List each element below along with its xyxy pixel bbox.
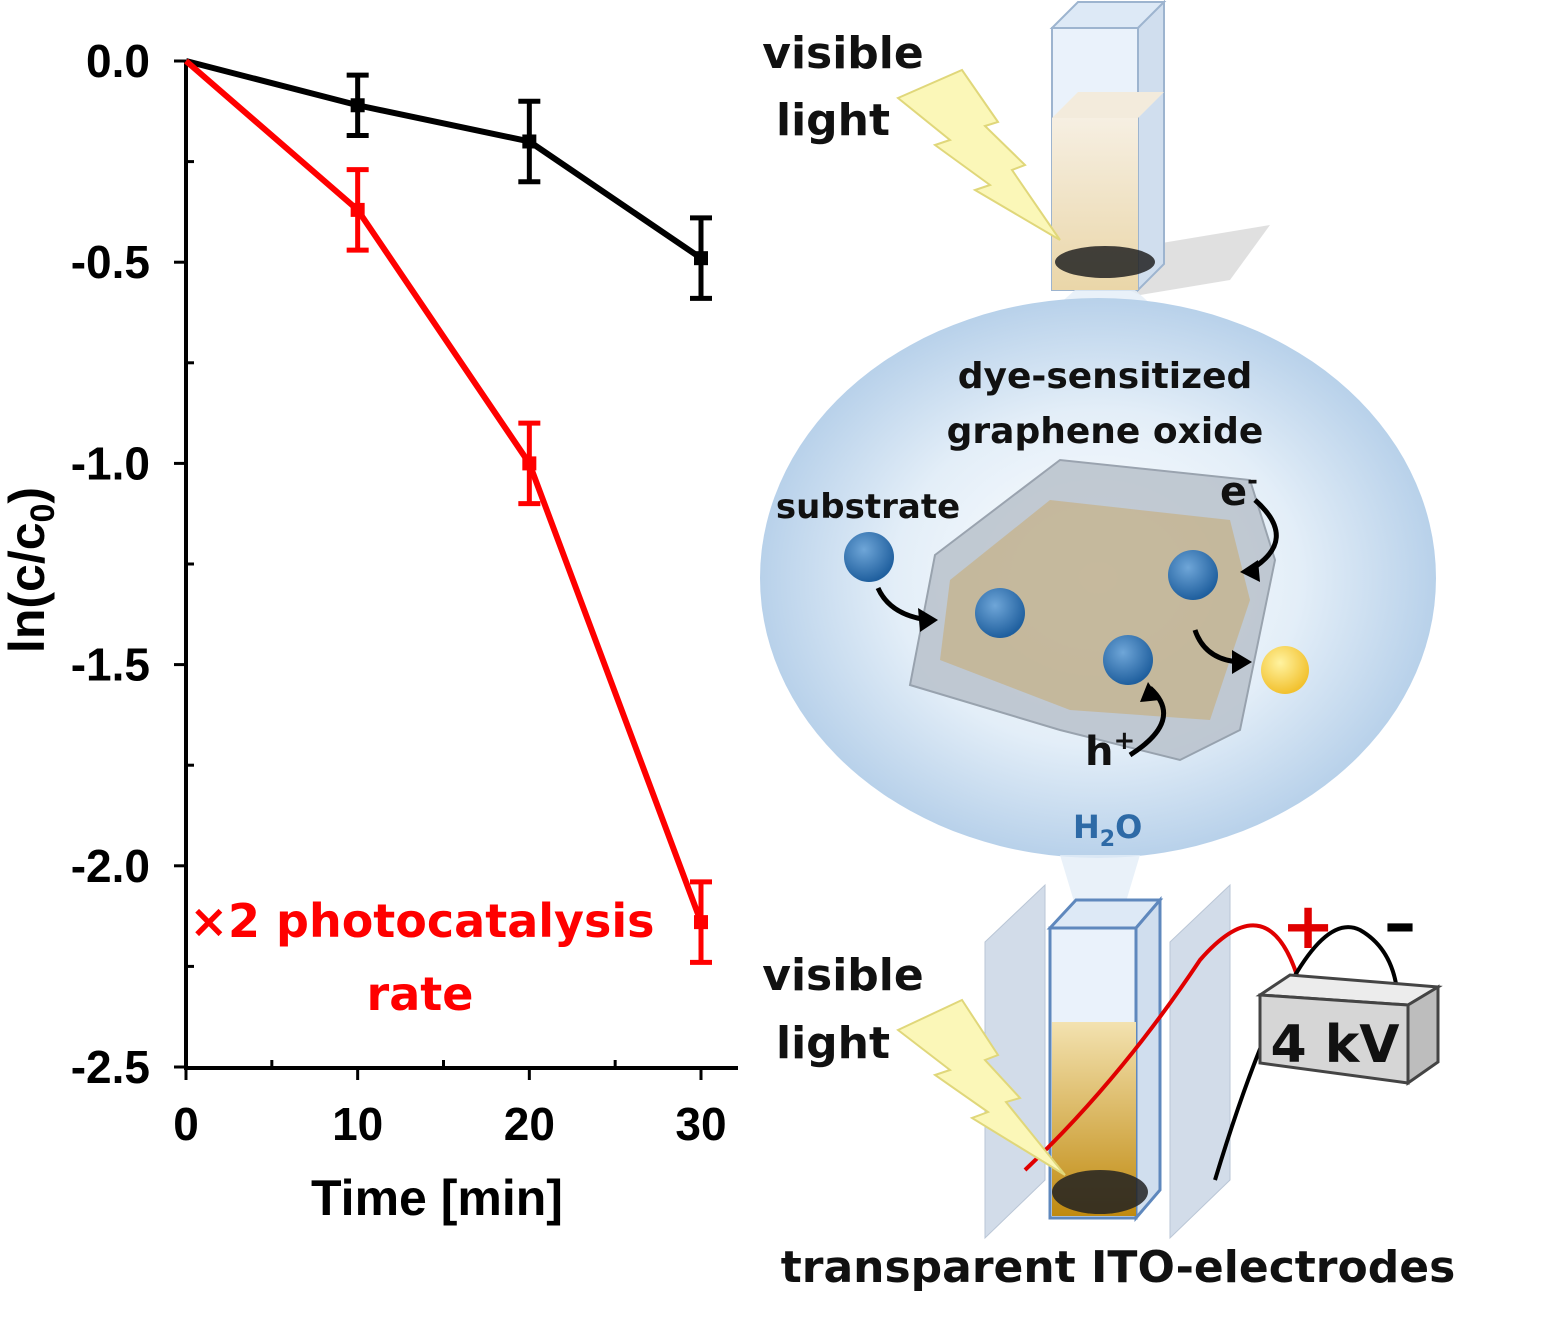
- x-tick-label: 20: [504, 1098, 555, 1150]
- series-black: [185, 58, 712, 301]
- substrate-ball: [844, 532, 894, 582]
- substrate-ball: [1103, 635, 1153, 685]
- power-supply: 4 kV: [1255, 973, 1443, 1086]
- ito-electrode-right: [1169, 883, 1231, 1240]
- bottom-light-label-1: visible: [762, 950, 923, 1001]
- y-tick-label: 0.0: [86, 35, 150, 87]
- bottom-light-label-2: light: [776, 1018, 890, 1069]
- x-tick-label: 30: [675, 1098, 726, 1150]
- data-point: [350, 98, 365, 113]
- substrate-label: substrate: [776, 487, 960, 527]
- minus-terminal-label: –: [1384, 887, 1416, 961]
- hole-label: h+: [1085, 726, 1135, 775]
- plus-terminal-label: +: [1281, 890, 1335, 964]
- lightning-bolt-icon: [896, 998, 1066, 1176]
- y-tick-label: -0.5: [71, 236, 150, 288]
- electron-label: e-: [1220, 466, 1258, 515]
- chart: 0.0 -0.5 -1.0 -1.5 -2.0 -2.5 0 10 20 30 Time [mi…: [0, 35, 738, 1226]
- diagram: visible light dye-sensitized graphene ox…: [760, 0, 1456, 1293]
- annotation-line2: rate: [367, 967, 474, 1021]
- x-axis-label: Time [min]: [311, 1170, 563, 1226]
- x-tick-label: 0: [173, 1098, 199, 1150]
- ito-electrode-left: [984, 883, 1046, 1240]
- data-point: [522, 456, 537, 471]
- material-label-2: graphene oxide: [947, 411, 1264, 452]
- water-label: H2O: [1073, 808, 1142, 852]
- top-light-label-1: visible: [762, 28, 923, 79]
- x-tick-label: 10: [332, 1098, 383, 1150]
- y-tick-label: -2.0: [71, 840, 150, 892]
- data-point: [694, 915, 708, 930]
- y-tick-label: -2.5: [71, 1041, 150, 1093]
- product-ball: [1261, 646, 1309, 694]
- arrowheads: [918, 560, 1260, 702]
- red-wire: [1023, 923, 1302, 1172]
- top-cuvette: [1049, 0, 1270, 295]
- electrodes-label: transparent ITO-electrodes: [781, 1242, 1456, 1293]
- bottom-cuvette: [1046, 895, 1164, 1223]
- graphene-sheet: [908, 458, 1277, 762]
- series-line: [185, 58, 703, 261]
- material-label-1: dye-sensitized: [958, 356, 1253, 397]
- substrate-ball: [1168, 550, 1218, 600]
- top-light-label-2: light: [776, 95, 890, 146]
- y-axis-label: ln(c/c0): [0, 487, 62, 653]
- substrate-ball: [975, 588, 1025, 638]
- annotation-line1: ×2 photocatalysis: [189, 894, 654, 948]
- y-tick-label: -1.0: [71, 437, 150, 489]
- data-point: [350, 202, 365, 217]
- lightning-bolt-icon: [896, 68, 1061, 241]
- data-point: [522, 134, 537, 149]
- y-tick-label: -1.5: [71, 639, 150, 691]
- series-red: [184, 58, 712, 965]
- data-point: [694, 251, 708, 266]
- series-line: [184, 58, 704, 924]
- black-wire: [1213, 925, 1400, 1181]
- voltage-label: 4 kV: [1270, 1015, 1399, 1075]
